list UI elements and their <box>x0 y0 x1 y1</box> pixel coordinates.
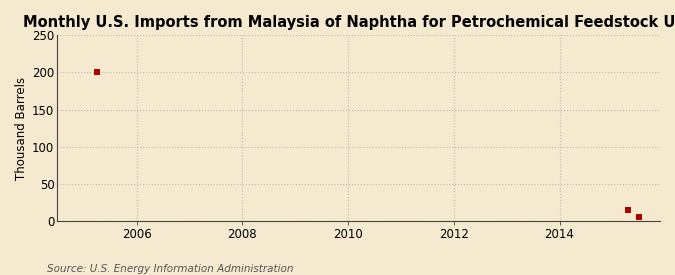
Y-axis label: Thousand Barrels: Thousand Barrels <box>15 76 28 180</box>
Title: Monthly U.S. Imports from Malaysia of Naphtha for Petrochemical Feedstock Use: Monthly U.S. Imports from Malaysia of Na… <box>23 15 675 30</box>
Text: Source: U.S. Energy Information Administration: Source: U.S. Energy Information Administ… <box>47 264 294 274</box>
